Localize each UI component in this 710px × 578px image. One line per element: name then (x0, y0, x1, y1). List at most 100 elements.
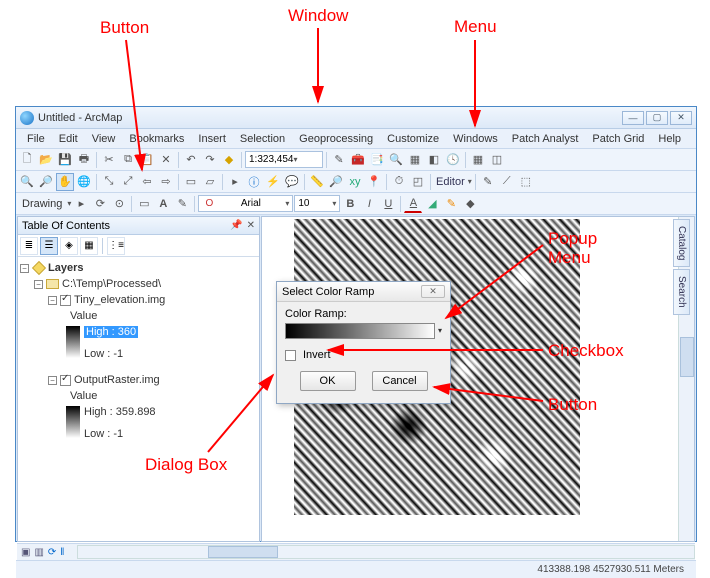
undo-icon[interactable]: ↶ (182, 151, 200, 169)
zoom-out-icon[interactable]: 🔎 (37, 173, 55, 191)
list-by-visibility-icon[interactable]: ◈ (60, 237, 78, 255)
python-icon[interactable]: ▦ (406, 151, 424, 169)
layer-checkbox[interactable] (60, 295, 71, 306)
list-by-selection-icon[interactable]: ▦ (80, 237, 98, 255)
data-view-icon[interactable]: ▣ (21, 547, 30, 558)
italic-icon[interactable]: I (360, 195, 378, 213)
editor-tool2-icon[interactable]: ⟋ (498, 173, 516, 191)
invert-checkbox[interactable] (285, 350, 296, 361)
clear-selection-icon[interactable]: ▱ (201, 173, 219, 191)
save-icon[interactable]: 💾 (56, 151, 74, 169)
fixed-zoom-out-icon[interactable]: ⤢ (119, 173, 137, 191)
collapse-icon[interactable]: − (48, 296, 57, 305)
full-extent-icon[interactable]: 🌐 (75, 173, 93, 191)
font-color-icon[interactable]: A (404, 195, 422, 213)
refresh-icon[interactable]: ⟳ (48, 547, 56, 558)
redo-icon[interactable]: ↷ (201, 151, 219, 169)
edit-vertices-icon[interactable]: ✎ (173, 195, 191, 213)
titlebar[interactable]: Untitled - ArcMap — ▢ ✕ (16, 107, 696, 129)
pin-icon[interactable]: 📌 (230, 220, 242, 231)
font-combo[interactable]: OArial▾ (198, 195, 293, 212)
pause-icon[interactable]: ‖ (60, 547, 64, 558)
prev-extent-icon[interactable]: ⇦ (138, 173, 156, 191)
diagram-icon[interactable]: ◫ (488, 151, 506, 169)
identify-icon[interactable]: ⓘ (245, 173, 263, 191)
hyperlink-icon[interactable]: ⚡ (264, 173, 282, 191)
menu-geoprocessing[interactable]: Geoprocessing (292, 131, 380, 147)
search-icon[interactable]: 🔍 (387, 151, 405, 169)
pan-icon[interactable]: ✋ (56, 173, 74, 191)
editor-tool1-icon[interactable]: ✎ (479, 173, 497, 191)
zoom-to-icon[interactable]: ⊙ (110, 195, 128, 213)
catalog-tab[interactable]: Catalog (673, 219, 690, 267)
collapse-icon[interactable]: − (34, 280, 43, 289)
underline-icon[interactable]: U (379, 195, 397, 213)
high-value-selected[interactable]: High : 360 (84, 326, 138, 338)
maximize-button[interactable]: ▢ (646, 111, 668, 125)
menu-windows[interactable]: Windows (446, 131, 505, 147)
menu-file[interactable]: File (20, 131, 52, 147)
menu-selection[interactable]: Selection (233, 131, 292, 147)
editor-tools-icon[interactable]: ✎ (330, 151, 348, 169)
open-icon[interactable]: 📂 (37, 151, 55, 169)
layer2-name[interactable]: OutputRaster.img (74, 374, 160, 386)
select-elements-icon[interactable]: ▸ (72, 195, 90, 213)
time-slider-icon[interactable]: ⏱ (390, 173, 408, 191)
dialog-close-icon[interactable]: ✕ (421, 285, 445, 298)
fontsize-combo[interactable]: 10▾ (294, 195, 340, 212)
create-viewer-icon[interactable]: ◰ (409, 173, 427, 191)
editor-tool3-icon[interactable]: ⬚ (517, 173, 535, 191)
list-by-source-icon[interactable]: ☰ (40, 237, 58, 255)
measure-icon[interactable]: 📏 (308, 173, 326, 191)
dropdown-arrow-icon[interactable]: ▾ (438, 326, 442, 335)
menu-insert[interactable]: Insert (191, 131, 233, 147)
collapse-icon[interactable]: − (20, 264, 29, 273)
ok-button[interactable]: OK (300, 371, 356, 391)
text-icon[interactable]: A (154, 195, 172, 213)
layer-checkbox[interactable] (60, 375, 71, 386)
search-tab[interactable]: Search (673, 269, 690, 315)
cut-icon[interactable]: ✂ (100, 151, 118, 169)
line-color-icon[interactable]: ✎ (442, 195, 460, 213)
pointer-icon[interactable]: ▸ (226, 173, 244, 191)
cancel-button[interactable]: Cancel (372, 371, 428, 391)
paste-icon[interactable]: 📋 (138, 151, 156, 169)
zoom-in-icon[interactable]: 🔍 (18, 173, 36, 191)
catalog-icon[interactable]: 📑 (368, 151, 386, 169)
new-icon[interactable]: 🗋 (18, 151, 36, 169)
dialog-titlebar[interactable]: Select Color Ramp ✕ (277, 282, 450, 302)
goto-xy-icon[interactable]: 📍 (365, 173, 383, 191)
menu-customize[interactable]: Customize (380, 131, 446, 147)
menu-edit[interactable]: Edit (52, 131, 85, 147)
menu-bookmarks[interactable]: Bookmarks (122, 131, 191, 147)
collapse-icon[interactable]: − (48, 376, 57, 385)
findxy-icon[interactable]: xy (346, 173, 364, 191)
minimize-button[interactable]: — (622, 111, 644, 125)
menu-help[interactable]: Help (651, 131, 688, 147)
options-icon[interactable]: ⋮≡ (107, 237, 125, 255)
find-icon[interactable]: 🔎 (327, 173, 345, 191)
color-ramp-dropdown[interactable]: ▾ (285, 323, 435, 339)
print-icon[interactable]: 🖶 (75, 151, 93, 169)
toc-titlebar[interactable]: Table Of Contents 📌✕ (18, 217, 259, 235)
source-path[interactable]: C:\Temp\Processed\ (62, 278, 161, 290)
bold-icon[interactable]: B (341, 195, 359, 213)
menu-patchanalyst[interactable]: Patch Analyst (505, 131, 586, 147)
fixed-zoom-in-icon[interactable]: ⤡ (100, 173, 118, 191)
toc-close-icon[interactable]: ✕ (247, 220, 255, 231)
copy-icon[interactable]: ⧉ (119, 151, 137, 169)
layout-view-icon[interactable]: ▥ (34, 547, 43, 558)
html-popup-icon[interactable]: 💬 (283, 173, 301, 191)
rotate-icon[interactable]: ⟳ (91, 195, 109, 213)
model-icon[interactable]: ◧ (425, 151, 443, 169)
layer1-name[interactable]: Tiny_elevation.img (74, 294, 165, 306)
close-button[interactable]: ✕ (670, 111, 692, 125)
next-extent-icon[interactable]: ⇨ (157, 173, 175, 191)
delete-icon[interactable]: ✕ (157, 151, 175, 169)
table-icon[interactable]: ▦ (469, 151, 487, 169)
list-by-drawing-icon[interactable]: ≣ (20, 237, 38, 255)
marker-color-icon[interactable]: ◆ (461, 195, 479, 213)
layers-root[interactable]: Layers (48, 262, 83, 274)
scale-combo[interactable]: 1:323,454▾ (245, 151, 323, 168)
editor-label[interactable]: Editor (434, 176, 467, 188)
